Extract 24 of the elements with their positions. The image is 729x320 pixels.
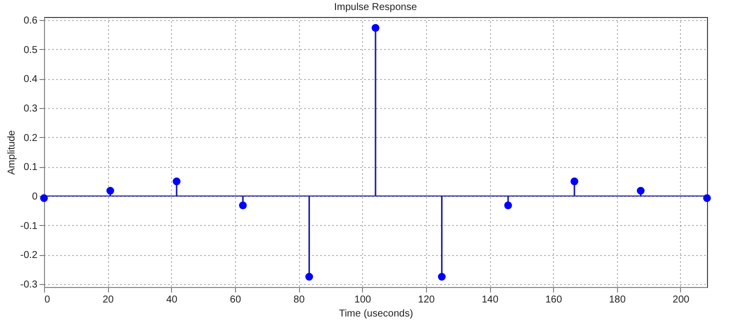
y-tick-label: 0.3	[24, 103, 38, 114]
x-tick-label: 140	[482, 294, 499, 306]
y-tick-label: 0.2	[24, 132, 38, 144]
y-tick-label: 0.6	[24, 15, 38, 26]
y-tick-label: -0.3	[20, 280, 38, 291]
y-tick-label: -0.2	[20, 250, 38, 262]
x-tick-label: 180	[608, 294, 626, 306]
y-axis-title: Amplitude	[6, 130, 18, 175]
x-tick-label: 20	[102, 294, 114, 306]
x-tick-label: 40	[166, 294, 178, 306]
x-axis-title: Time (useconds)	[338, 308, 414, 320]
x-tick-label: 0	[44, 294, 50, 306]
x-tick-label: 60	[230, 294, 242, 306]
x-tick-label: 120	[418, 294, 436, 306]
x-tick-label: 80	[294, 294, 306, 306]
x-tick-label: 100	[354, 294, 372, 306]
x-tick-label: 200	[672, 294, 690, 306]
y-tick-label: 0.5	[24, 44, 38, 56]
y-tick-label: 0	[32, 192, 38, 203]
y-tick-label: 0.1	[24, 162, 38, 174]
y-tick-label: 0.4	[24, 74, 38, 86]
chart-title: Impulse Response	[334, 2, 418, 13]
y-tick-label: -0.1	[20, 220, 38, 232]
x-tick-label: 160	[545, 294, 562, 306]
